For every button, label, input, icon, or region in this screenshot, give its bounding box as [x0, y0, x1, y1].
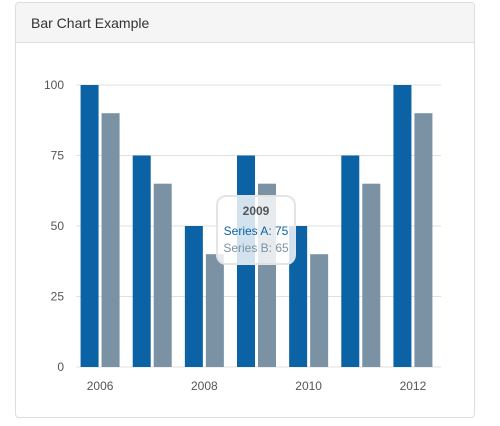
- y-tick-label: 50: [51, 219, 65, 233]
- bar-series-a-2012[interactable]: [393, 85, 412, 367]
- hover-tooltip: 2009 Series A: 75 Series B: 65: [216, 195, 296, 265]
- tooltip-title: 2009: [242, 204, 270, 218]
- bar-series-b-2011[interactable]: [362, 183, 381, 367]
- chart-panel: Bar Chart Example 0 25 50 75 100 2006 2008 2010…: [15, 2, 475, 418]
- bar-series-a-2007[interactable]: [132, 155, 151, 368]
- bar-series-a-2008[interactable]: [184, 226, 203, 367]
- bar-series-b-2010[interactable]: [310, 254, 329, 367]
- x-tick-label: 2012: [400, 379, 427, 393]
- bar-series-b-2008[interactable]: [205, 254, 224, 367]
- panel-title: Bar Chart Example: [16, 3, 474, 43]
- bar-series-b-2006[interactable]: [101, 113, 120, 367]
- y-tick-label: 100: [44, 78, 64, 92]
- bar-series-b-2007[interactable]: [153, 183, 172, 367]
- tooltip-series-a: Series A: 75: [223, 224, 289, 238]
- bar-layer: [80, 85, 433, 368]
- bar-series-a-2011[interactable]: [341, 155, 360, 368]
- y-tick-label: 0: [57, 360, 64, 374]
- bar-series-a-2006[interactable]: [80, 85, 99, 367]
- tooltip-series-b: Series B: 65: [223, 241, 289, 255]
- y-tick-label: 75: [51, 149, 65, 163]
- bar-chart: 0 25 50 75 100 2006 2008 2010 2012: [44, 78, 441, 393]
- x-tick-label: 2006: [87, 379, 114, 393]
- bar-series-b-2012[interactable]: [414, 113, 433, 367]
- label-layer: 0 25 50 75 100 2006 2008 2010 2012: [44, 78, 427, 393]
- x-tick-label: 2008: [191, 379, 218, 393]
- x-tick-label: 2010: [295, 379, 322, 393]
- y-tick-label: 25: [51, 290, 65, 304]
- chart-area: 0 25 50 75 100 2006 2008 2010 2012: [16, 3, 474, 417]
